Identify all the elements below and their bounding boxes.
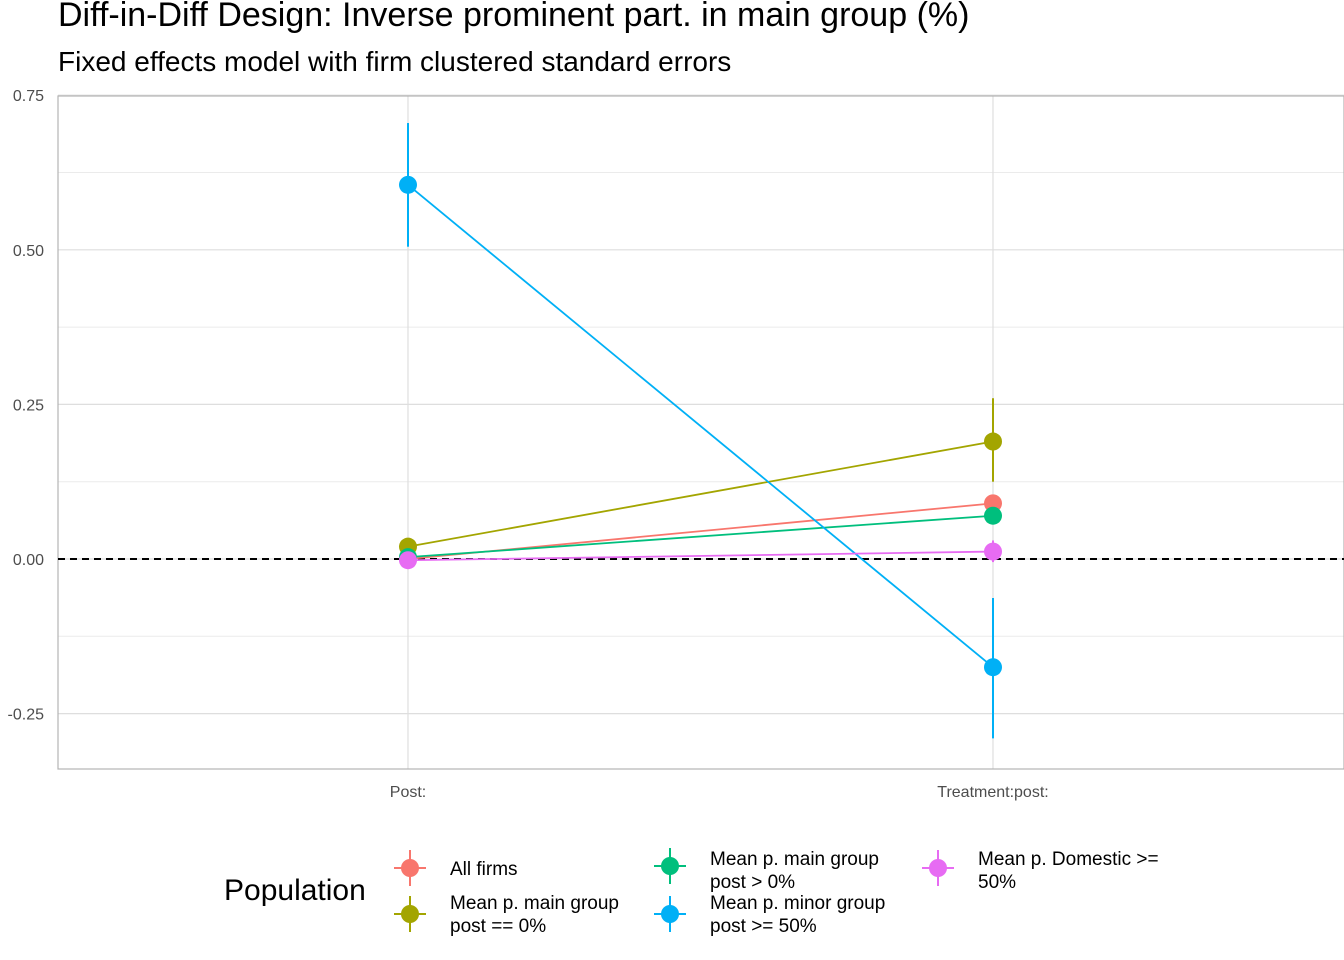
series-line (407, 184, 994, 668)
data-point (984, 542, 1002, 561)
y-tick-label: 0.50 (13, 243, 44, 260)
legend-key-1 (394, 896, 426, 932)
series-line (407, 514, 994, 559)
data-point (399, 175, 417, 194)
legend-key-point (401, 859, 419, 877)
chart-subtitle: Fixed effects model with firm clustered … (58, 46, 732, 77)
legend-key-point (929, 859, 947, 877)
chart-title: Diff-in-Diff Design: Inverse prominent p… (58, 0, 970, 34)
series-line (407, 550, 994, 562)
legend-label: Mean p. main group post == 0% (450, 893, 619, 937)
legend-label: All firms (450, 859, 518, 880)
data-point (984, 432, 1002, 451)
legend-key-0 (394, 850, 426, 886)
axes: 0.75 0.50 0.25 0.00 -0.25 Post: Treatment:post… (8, 88, 1344, 801)
x-tick-label: Treatment:post: (937, 784, 1048, 801)
series-line (407, 440, 994, 548)
data-point (984, 658, 1002, 677)
legend-key-point (661, 857, 679, 875)
legend-key-4 (922, 850, 954, 886)
y-tick-label: 0.75 (13, 88, 44, 105)
y-tick-label: 0.00 (13, 552, 44, 569)
legend-key-3 (654, 896, 686, 932)
data-point (984, 494, 1002, 513)
panel-border (57, 95, 1344, 770)
legend-label: Mean p. main group post > 0% (710, 849, 879, 893)
x-tick-label: Post: (390, 784, 426, 801)
legend-label: Mean p. minor group post >= 50% (710, 893, 886, 937)
legend-key-2 (654, 848, 686, 884)
legend-title: Population (224, 874, 366, 907)
legend-key-point (661, 905, 679, 923)
legend-label: Mean p. Domestic >= 50% (978, 849, 1159, 893)
y-tick-label: -0.25 (8, 707, 45, 724)
legend-key-point (401, 905, 419, 923)
y-tick-label: 0.25 (13, 397, 44, 414)
data-point (399, 551, 417, 570)
data-point (984, 506, 1002, 525)
data-marks (399, 123, 1002, 739)
grid (58, 94, 1344, 769)
